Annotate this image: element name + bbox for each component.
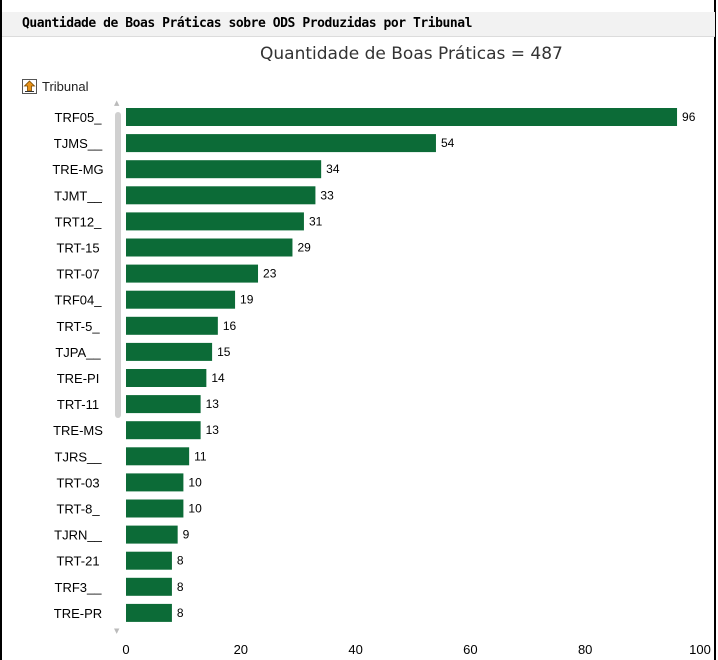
value-label: 8: [177, 554, 184, 568]
bar[interactable]: [126, 525, 178, 544]
category-label: TRT-15: [56, 241, 99, 256]
value-label: 10: [188, 502, 202, 516]
value-label: 8: [177, 580, 184, 594]
value-label: 13: [206, 397, 220, 411]
x-tick-label: 0: [122, 642, 129, 655]
bar[interactable]: [126, 264, 259, 283]
value-label: 14: [211, 371, 225, 385]
category-label: TRE-MS: [53, 423, 103, 438]
category-label: TRF05_: [55, 110, 103, 125]
bar[interactable]: [126, 421, 201, 440]
category-label: TRT-5_: [56, 319, 100, 334]
category-label: TRT-07: [56, 267, 99, 282]
value-label: 13: [206, 423, 220, 437]
value-label: 23: [263, 267, 277, 281]
value-label: 19: [240, 293, 254, 307]
scroll-up-arrow-icon[interactable]: ▲: [114, 99, 120, 107]
value-label: 29: [297, 241, 311, 255]
category-label: TRE-PR: [54, 606, 102, 621]
x-tick-label: 40: [348, 642, 362, 655]
category-label: TJRS__: [55, 449, 103, 464]
value-label: 9: [183, 528, 190, 542]
category-label: TRE-PI: [57, 371, 100, 386]
value-label: 33: [320, 188, 334, 202]
category-label: TRF04_: [55, 293, 103, 308]
drill-level-label: Tribunal: [42, 79, 89, 94]
category-label: TRT12_: [55, 214, 102, 229]
chart-header: Quantidade de Boas Práticas sobre ODS Pr…: [2, 12, 715, 37]
bar[interactable]: [126, 577, 172, 596]
bar[interactable]: [126, 160, 322, 179]
x-tick-label: 80: [578, 642, 592, 655]
bar[interactable]: [126, 290, 236, 309]
bar[interactable]: [126, 369, 207, 387]
bar[interactable]: [126, 186, 316, 205]
bar[interactable]: [126, 108, 678, 126]
value-label: 8: [177, 606, 184, 620]
scrollbar-thumb[interactable]: [115, 112, 121, 418]
bar[interactable]: [126, 447, 190, 466]
x-tick-label: 20: [234, 642, 248, 655]
value-label: 11: [194, 449, 207, 463]
value-label: 31: [309, 214, 323, 228]
bar[interactable]: [126, 499, 184, 518]
scroll-down-arrow-icon[interactable]: ▼: [114, 627, 120, 635]
bar[interactable]: [126, 551, 172, 570]
value-label: 54: [441, 136, 455, 150]
bar[interactable]: [126, 473, 184, 492]
value-label: 96: [682, 110, 696, 124]
x-tick-label: 60: [463, 642, 477, 655]
bar[interactable]: [126, 342, 213, 361]
chart-subtitle: Quantidade de Boas Práticas = 487: [260, 44, 563, 64]
category-label: TRF3__: [55, 580, 103, 595]
drill-up-arrow-icon[interactable]: [22, 79, 37, 94]
category-label: TJRN__: [54, 528, 102, 543]
category-label: TJMT__: [54, 188, 102, 203]
bar[interactable]: [126, 212, 304, 231]
value-label: 15: [217, 345, 231, 359]
value-label: 16: [223, 319, 237, 333]
category-label: TRT-03: [56, 475, 99, 490]
value-label: 10: [188, 475, 202, 489]
bar[interactable]: [126, 603, 172, 622]
bar[interactable]: [126, 238, 293, 257]
x-tick-label: 100: [689, 642, 711, 655]
category-label: TRT-11: [57, 397, 99, 412]
value-label: 34: [326, 162, 340, 176]
chart-header-title: Quantidade de Boas Práticas sobre ODS Pr…: [22, 16, 472, 31]
vertical-scrollbar[interactable]: ▲ ▼: [114, 99, 121, 636]
category-label: TRT-21: [56, 554, 99, 569]
drill-up-control[interactable]: Tribunal: [22, 79, 88, 94]
category-label: TRT-8_: [56, 502, 100, 517]
category-label: TJPA__: [55, 345, 101, 360]
category-label: TJMS__: [54, 136, 103, 151]
bar[interactable]: [126, 316, 218, 335]
category-label: TRE-MG: [52, 162, 103, 177]
bar[interactable]: [126, 134, 436, 153]
bar[interactable]: [126, 395, 201, 414]
